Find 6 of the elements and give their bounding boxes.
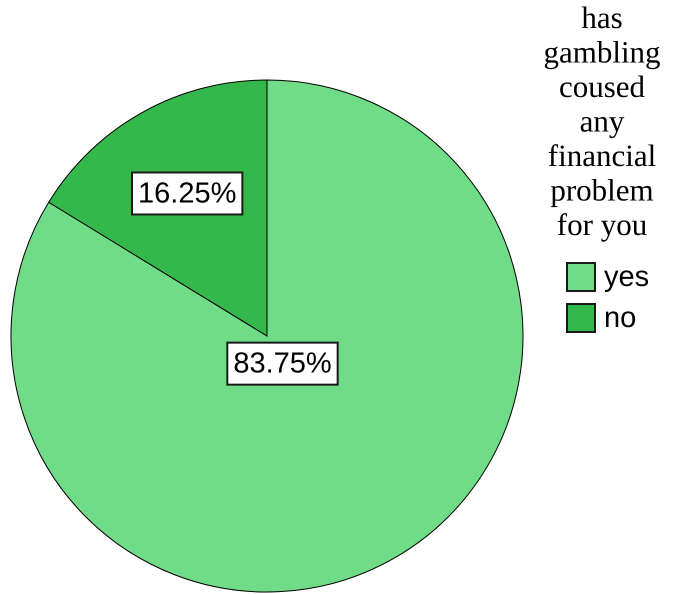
pie-slice <box>10 80 524 592</box>
legend-label: no <box>604 302 636 334</box>
legend-title: has gambling coused any financial problem for you <box>543 0 661 242</box>
data-label: 16.25% <box>138 177 236 210</box>
legend-label: yes <box>604 261 650 293</box>
data-label: 83.75% <box>233 348 332 380</box>
